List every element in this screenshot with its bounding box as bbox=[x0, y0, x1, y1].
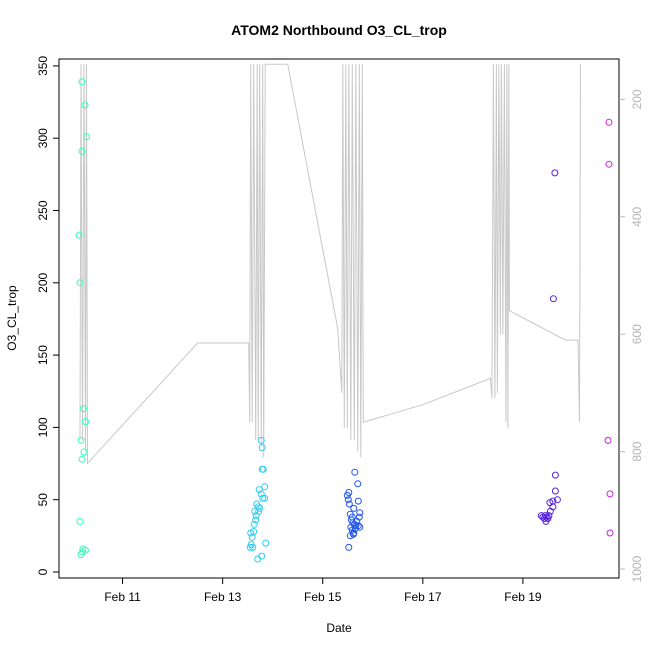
data-point-s1-14 bbox=[252, 512, 260, 520]
data-point-s0-4 bbox=[75, 231, 83, 239]
right-tick-label-4: 1000 bbox=[630, 555, 644, 582]
plot-frame bbox=[58, 58, 620, 579]
data-point-s1-23 bbox=[249, 543, 257, 551]
data-point-s4-4 bbox=[606, 529, 614, 537]
right-tick-label-1: 400 bbox=[630, 206, 644, 226]
pressure-layer bbox=[79, 63, 581, 465]
data-point-s4-0 bbox=[605, 118, 613, 126]
data-point-s2-0 bbox=[351, 468, 359, 476]
data-point-s3-0 bbox=[551, 169, 559, 177]
right-tick-label-2: 600 bbox=[630, 324, 644, 344]
data-point-s1-11 bbox=[256, 504, 264, 512]
data-point-s3-16 bbox=[544, 515, 552, 522]
x-tick-label-1: Feb 13 bbox=[204, 590, 242, 604]
x-tick-label-0: Feb 11 bbox=[104, 590, 141, 604]
data-point-s3-3 bbox=[551, 487, 559, 495]
data-point-s0-7 bbox=[82, 418, 89, 426]
data-point-s1-7 bbox=[259, 494, 267, 502]
data-point-s1-20 bbox=[262, 539, 270, 547]
data-point-s1-6 bbox=[257, 490, 265, 498]
data-point-s1-3 bbox=[259, 465, 267, 473]
data-point-s0-1 bbox=[81, 101, 89, 109]
data-point-s0-5 bbox=[76, 279, 84, 287]
data-point-s1-15 bbox=[252, 516, 260, 524]
data-point-s1-19 bbox=[248, 533, 256, 541]
data-point-s0-2 bbox=[83, 133, 90, 141]
data-point-s4-3 bbox=[606, 490, 614, 498]
right-tick-label-3: 800 bbox=[630, 441, 644, 461]
data-point-s2-15 bbox=[352, 522, 360, 530]
y-tick-label-3: 150 bbox=[36, 345, 50, 365]
y-tick-label-4: 200 bbox=[36, 272, 50, 292]
data-point-s0-9 bbox=[80, 448, 88, 456]
x-axis: Feb 11 Feb 13 Feb 15 Feb 17 Feb 19 bbox=[104, 578, 542, 604]
data-point-s0-0 bbox=[78, 78, 86, 86]
y-axis-right: 200 400 600 800 1000 bbox=[619, 89, 644, 582]
y-tick-label-5: 250 bbox=[36, 200, 50, 220]
data-point-s2-1 bbox=[354, 480, 362, 488]
data-point-s4-2 bbox=[604, 436, 612, 444]
data-point-s0-10 bbox=[78, 455, 86, 463]
y-tick-label-7: 350 bbox=[36, 56, 50, 76]
x-tick-label-2: Feb 15 bbox=[304, 590, 342, 604]
data-point-s1-0 bbox=[257, 436, 265, 444]
y-axis-left: 0 50 100 150 200 250 300 350 bbox=[36, 56, 59, 575]
data-point-s3-8 bbox=[546, 507, 554, 515]
data-point-s2-10 bbox=[356, 509, 364, 517]
data-point-s3-1 bbox=[549, 295, 557, 303]
x-tick-label-3: Feb 17 bbox=[404, 590, 442, 604]
data-point-s3-14 bbox=[537, 512, 545, 520]
data-point-s0-11 bbox=[76, 517, 84, 525]
data-point-s1-25 bbox=[254, 555, 262, 563]
right-tick-label-0: 200 bbox=[630, 89, 644, 109]
data-point-s2-4 bbox=[344, 496, 352, 504]
data-point-s1-5 bbox=[255, 486, 263, 494]
data-point-s1-10 bbox=[254, 503, 262, 511]
y-tick-label-1: 50 bbox=[36, 493, 50, 507]
data-point-s0-6 bbox=[80, 405, 87, 413]
x-axis-label: Date bbox=[326, 621, 352, 635]
data-point-s2-17 bbox=[356, 523, 364, 531]
data-point-s2-25 bbox=[345, 543, 353, 551]
chart-title: ATOM2 Northbound O3_CL_trop bbox=[231, 22, 447, 38]
x-tick-label-4: Feb 19 bbox=[504, 590, 542, 604]
data-point-s1-22 bbox=[246, 543, 254, 551]
data-point-s2-7 bbox=[350, 504, 358, 512]
data-point-s4-1 bbox=[605, 160, 613, 168]
data-point-s1-16 bbox=[250, 520, 258, 528]
y-axis-label: O3_CL_trop bbox=[5, 285, 19, 351]
data-point-s1-4 bbox=[261, 483, 269, 491]
data-point-s1-8 bbox=[261, 494, 269, 502]
data-point-s2-5 bbox=[345, 500, 353, 508]
data-point-s2-24 bbox=[353, 517, 361, 525]
y-tick-label-2: 100 bbox=[36, 417, 50, 437]
points-layer bbox=[75, 78, 614, 563]
data-point-s1-1 bbox=[258, 444, 266, 452]
data-point-s2-23 bbox=[346, 532, 354, 540]
data-point-s0-8 bbox=[77, 436, 85, 444]
data-point-s0-15 bbox=[77, 551, 85, 559]
data-point-s2-6 bbox=[354, 497, 362, 505]
data-point-s1-18 bbox=[247, 529, 255, 537]
pressure-line-0 bbox=[79, 63, 581, 465]
data-point-s2-3 bbox=[343, 491, 351, 499]
y-tick-label-0: 0 bbox=[36, 568, 50, 575]
data-point-s3-4 bbox=[553, 496, 561, 504]
data-point-s3-2 bbox=[551, 471, 559, 479]
data-point-s0-3 bbox=[78, 147, 86, 155]
y-tick-label-6: 300 bbox=[36, 128, 50, 148]
data-point-s1-12 bbox=[251, 507, 259, 515]
